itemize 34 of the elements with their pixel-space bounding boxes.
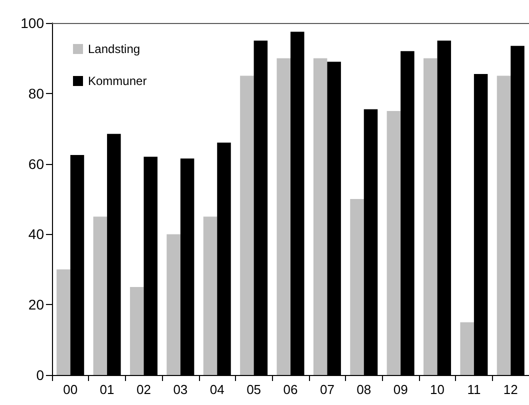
bar xyxy=(130,287,144,375)
x-tick-label: 10 xyxy=(430,382,445,397)
x-tick-label: 02 xyxy=(136,382,151,397)
legend-label: Landsting xyxy=(88,42,140,56)
y-tick-label: 100 xyxy=(20,15,44,31)
x-tick-label: 01 xyxy=(100,382,114,397)
y-tick-label: 20 xyxy=(28,296,44,313)
x-tick-label: 00 xyxy=(63,382,78,397)
x-tick-label: 09 xyxy=(393,382,408,397)
bar xyxy=(386,111,401,375)
bar xyxy=(424,58,438,375)
x-tick-label: 06 xyxy=(283,382,298,397)
bar xyxy=(166,234,180,375)
y-tick-label: 0 xyxy=(36,367,44,383)
bar xyxy=(203,216,218,375)
x-tick-label: 11 xyxy=(467,382,481,397)
bar xyxy=(496,76,511,375)
y-tick-label: 60 xyxy=(28,156,44,172)
bar xyxy=(56,269,70,375)
legend-label: Kommuner xyxy=(88,74,147,88)
y-tick-label: 40 xyxy=(28,226,44,242)
y-tick-label: 80 xyxy=(28,85,44,102)
bar xyxy=(276,58,290,375)
bar xyxy=(350,199,364,375)
bar xyxy=(93,216,108,375)
x-tick-label: 04 xyxy=(210,382,224,397)
x-tick-label: 05 xyxy=(246,382,262,397)
x-tick-label: 07 xyxy=(320,382,334,397)
x-tick-label: 03 xyxy=(173,382,188,397)
x-tick-label: 08 xyxy=(356,382,372,397)
bar xyxy=(313,58,328,375)
bar xyxy=(460,322,474,375)
bar xyxy=(240,76,254,375)
x-tick-label: 12 xyxy=(503,382,518,397)
